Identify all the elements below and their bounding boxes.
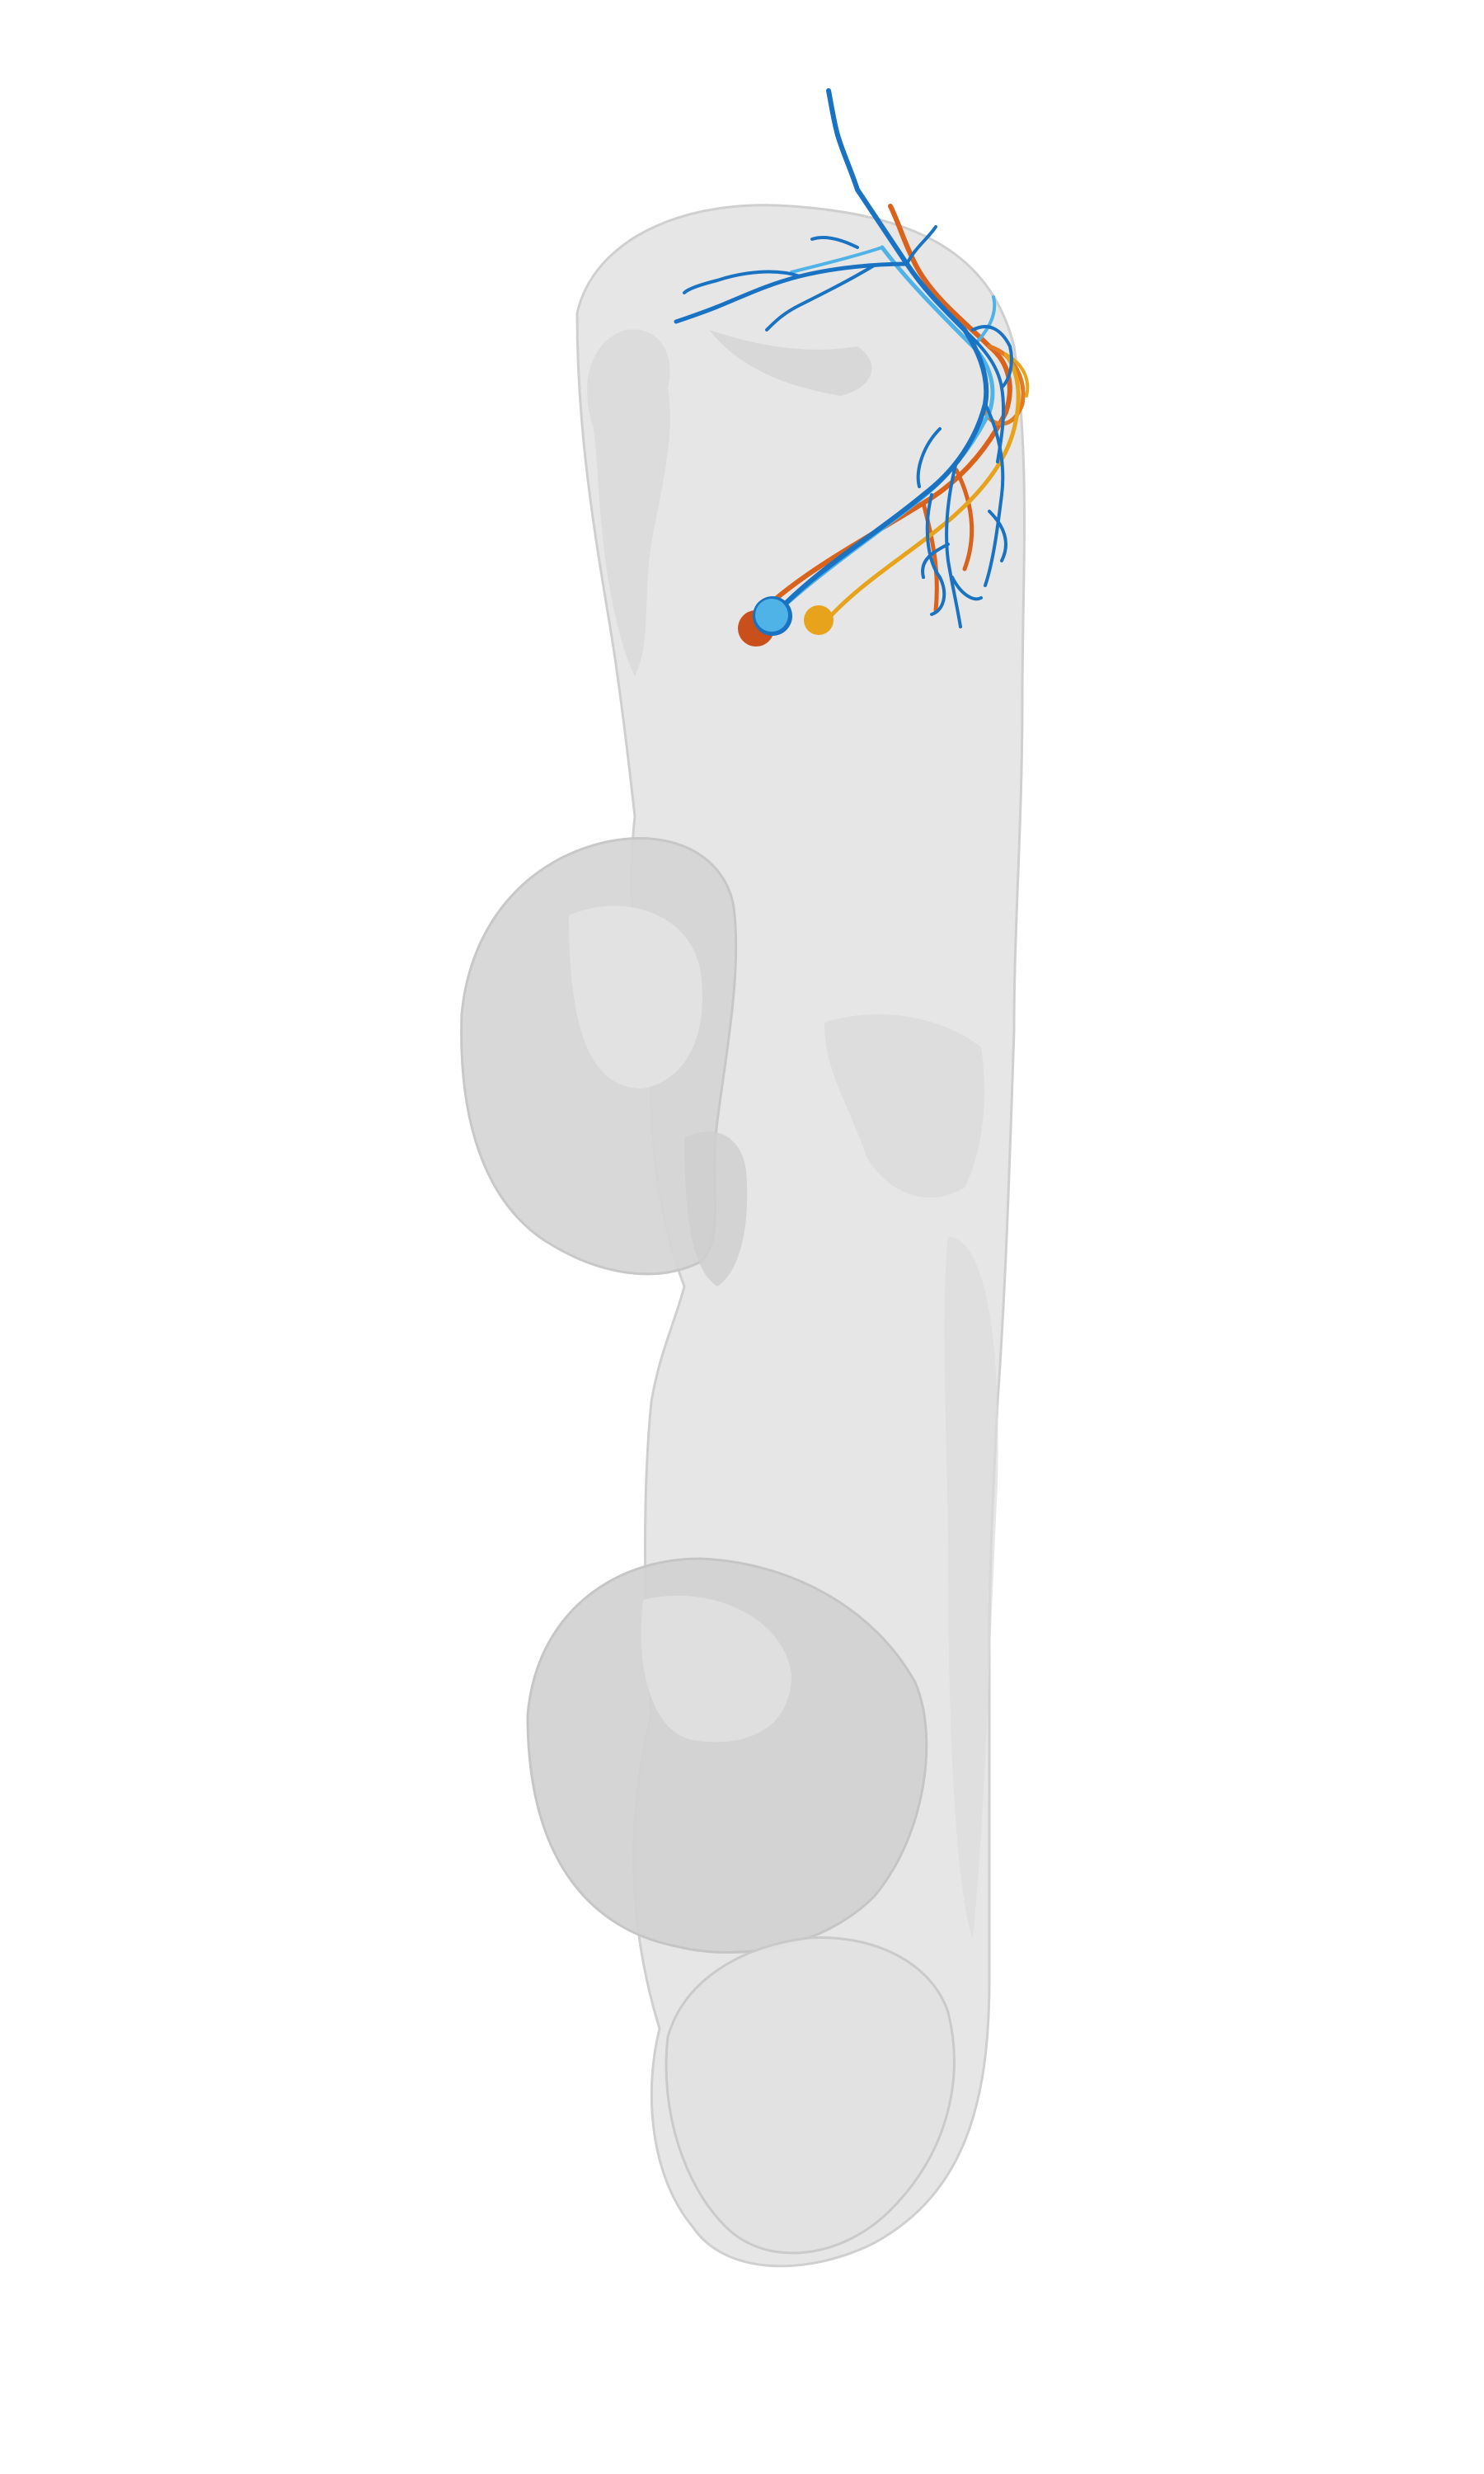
mesh-middle-highlight (569, 905, 702, 1089)
neuron-orange-branch-1 (954, 468, 974, 571)
mesh-upper-fold (587, 329, 670, 676)
mesh-right-shadow (944, 1237, 998, 1938)
neuron-blue-arbor-9 (916, 427, 942, 488)
neuron-blue-arbor-3 (945, 460, 962, 628)
neuron-blue-branch-left-3 (765, 264, 876, 332)
neuron-blue (674, 88, 1013, 628)
mesh-tail-lobe (665, 1936, 956, 2255)
mesh-upper-ridge (709, 330, 872, 396)
somas (738, 596, 834, 647)
neuron-blue-branch-left-4 (810, 236, 859, 249)
neuron-lightblue-branch-1 (790, 246, 884, 274)
neuron-blue-trunk (768, 88, 989, 621)
mesh-right-fold (824, 1014, 984, 1198)
neuron-blue-arbor-4 (925, 493, 946, 616)
mesh-lower-lobe (526, 1557, 928, 1954)
neuron-gold-trunk (822, 352, 1021, 625)
neuropil-mesh (460, 204, 1026, 2268)
neuron-blue-branch-left-2 (683, 270, 801, 294)
soma-lightblue (755, 599, 788, 632)
mesh-lower-highlight (641, 1595, 791, 1743)
neuron-blue-arbor-8 (951, 576, 983, 601)
mesh-middle-column (684, 1131, 748, 1286)
neuron-blue-arbor-2 (984, 402, 1005, 587)
neuron-blue-arbor-10 (905, 225, 937, 266)
neuron-blue-arbor-7 (971, 325, 1013, 389)
neuron-blue-arbor-6 (988, 510, 1007, 562)
neuron-blue-arbor-5 (921, 543, 950, 579)
neuron-blue-branch-left (674, 261, 909, 324)
soma-gold (804, 605, 834, 635)
